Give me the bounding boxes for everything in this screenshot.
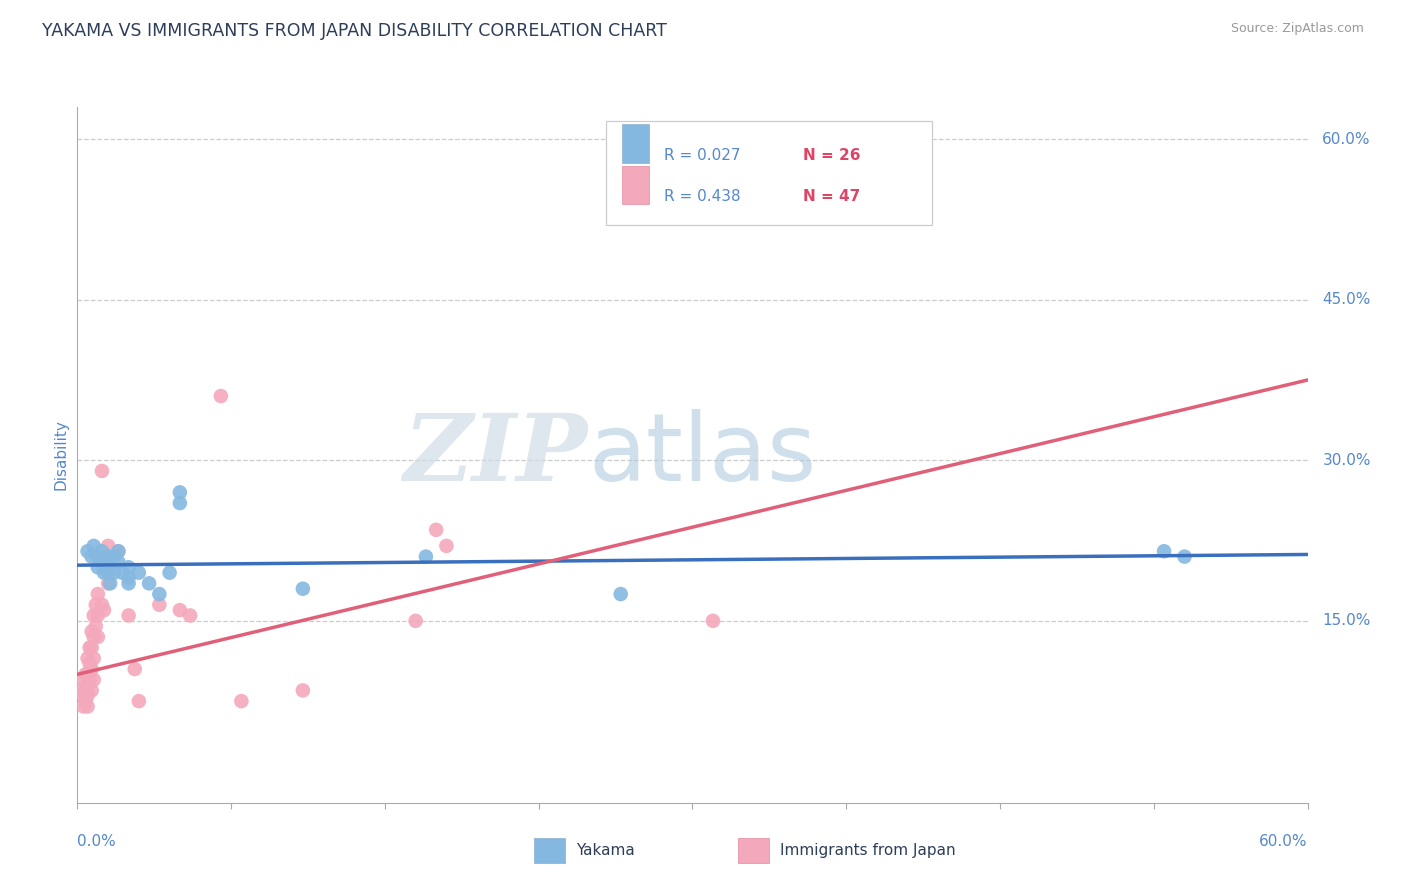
Point — [98, 576, 121, 591]
FancyBboxPatch shape — [606, 121, 932, 226]
Point — [1153, 544, 1175, 558]
Point — [97, 560, 120, 574]
Point — [1174, 549, 1197, 564]
Point — [93, 566, 115, 580]
Point — [103, 549, 125, 564]
Point — [291, 683, 314, 698]
Text: 0.0%: 0.0% — [77, 834, 117, 849]
Text: ZIP: ZIP — [404, 410, 588, 500]
Text: R = 0.027: R = 0.027 — [664, 147, 741, 162]
Point — [84, 619, 107, 633]
Point — [124, 662, 146, 676]
Point — [148, 598, 170, 612]
Text: 15.0%: 15.0% — [1323, 614, 1371, 628]
Point — [209, 389, 232, 403]
Point — [93, 603, 115, 617]
Point — [97, 576, 120, 591]
Point — [84, 598, 107, 612]
Point — [79, 657, 101, 671]
Point — [80, 640, 103, 655]
Point — [117, 560, 139, 574]
Point — [179, 608, 201, 623]
Point — [169, 485, 191, 500]
Point — [72, 689, 94, 703]
Text: YAKAMA VS IMMIGRANTS FROM JAPAN DISABILITY CORRELATION CHART: YAKAMA VS IMMIGRANTS FROM JAPAN DISABILI… — [42, 22, 666, 40]
Text: 60.0%: 60.0% — [1260, 834, 1308, 849]
Point — [75, 683, 97, 698]
Point — [87, 608, 110, 623]
Point — [83, 608, 105, 623]
Point — [169, 603, 191, 617]
Point — [107, 544, 129, 558]
Point — [87, 587, 110, 601]
Point — [231, 694, 253, 708]
Text: N = 47: N = 47 — [803, 189, 860, 204]
Point — [83, 539, 105, 553]
Point — [128, 566, 150, 580]
Text: N = 26: N = 26 — [803, 147, 860, 162]
Point — [76, 678, 98, 692]
Point — [76, 689, 98, 703]
Point — [80, 662, 103, 676]
Point — [702, 614, 724, 628]
Point — [76, 544, 98, 558]
Point — [83, 651, 105, 665]
Point — [425, 523, 447, 537]
Point — [609, 587, 631, 601]
Point — [405, 614, 427, 628]
Point — [291, 582, 314, 596]
Point — [138, 576, 160, 591]
Point — [90, 544, 114, 558]
Point — [107, 555, 129, 569]
Point — [169, 496, 191, 510]
Text: Immigrants from Japan: Immigrants from Japan — [780, 843, 956, 857]
Point — [79, 673, 101, 687]
Point — [87, 630, 110, 644]
Point — [87, 560, 110, 574]
Bar — [623, 166, 650, 204]
Point — [76, 667, 98, 681]
Point — [107, 544, 129, 558]
Point — [80, 624, 103, 639]
Point — [83, 630, 105, 644]
Point — [159, 566, 181, 580]
Text: R = 0.438: R = 0.438 — [664, 189, 741, 204]
Point — [75, 694, 97, 708]
Point — [148, 587, 170, 601]
Point — [90, 555, 114, 569]
Point — [117, 571, 139, 585]
Point — [415, 549, 437, 564]
Point — [79, 640, 101, 655]
Point — [70, 683, 93, 698]
Point — [97, 539, 120, 553]
Point — [80, 549, 103, 564]
Point — [72, 699, 94, 714]
Point — [103, 566, 125, 580]
Point — [436, 539, 458, 553]
Point — [90, 598, 114, 612]
Point — [90, 464, 114, 478]
Point — [83, 673, 105, 687]
Point — [76, 651, 98, 665]
Point — [76, 699, 98, 714]
Point — [75, 667, 97, 681]
Bar — [623, 124, 650, 162]
Point — [97, 566, 120, 580]
Text: Source: ZipAtlas.com: Source: ZipAtlas.com — [1230, 22, 1364, 36]
Point — [117, 608, 139, 623]
Point — [117, 576, 139, 591]
Point — [111, 566, 134, 580]
Y-axis label: Disability: Disability — [53, 419, 69, 491]
Text: 45.0%: 45.0% — [1323, 293, 1371, 307]
Point — [72, 673, 94, 687]
Point — [97, 549, 120, 564]
Point — [80, 683, 103, 698]
Point — [128, 694, 150, 708]
Text: 60.0%: 60.0% — [1323, 132, 1371, 146]
Point — [87, 549, 110, 564]
Text: atlas: atlas — [588, 409, 815, 501]
Text: 30.0%: 30.0% — [1323, 453, 1371, 467]
Text: Yakama: Yakama — [576, 843, 636, 857]
